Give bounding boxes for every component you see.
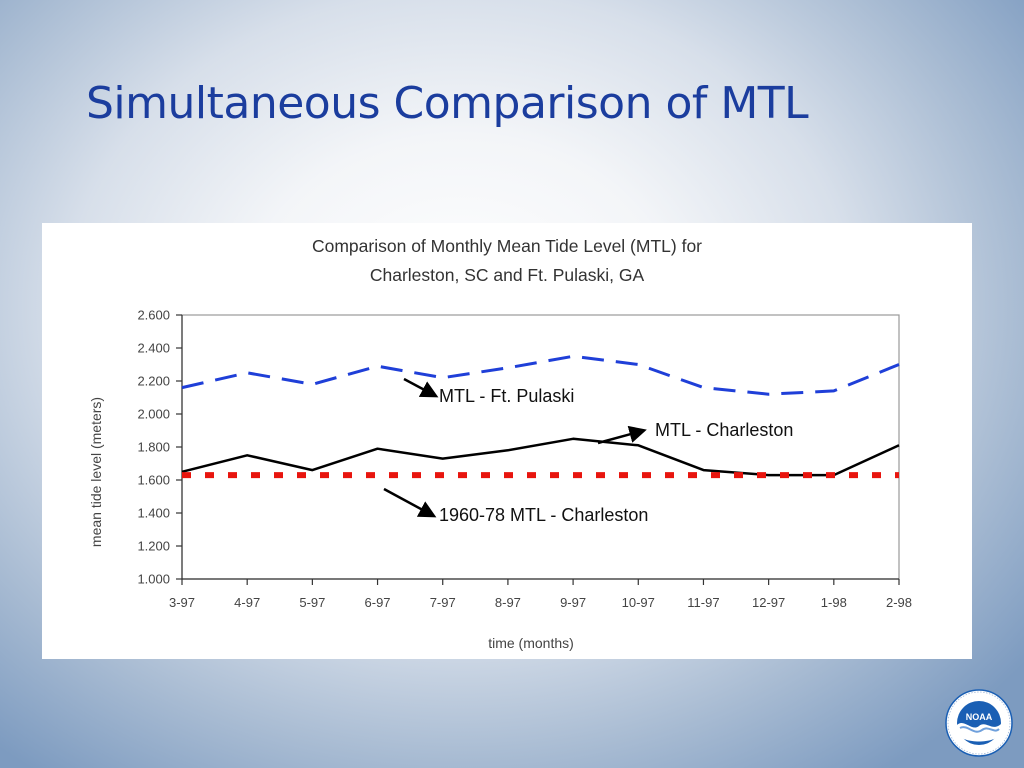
- x-axis-ticks: 3-97 4-97 5-97 6-97 7-97 8-97 9-97 10-97 11-97 12…: [169, 579, 912, 610]
- annotation-charleston-label: MTL - Charleston: [655, 420, 793, 440]
- x-tick-label: 4-97: [234, 595, 260, 610]
- series-layer: [181, 354, 900, 479]
- y-tick-label: 1.800: [137, 440, 170, 455]
- x-tick-label: 10-97: [622, 595, 655, 610]
- y-tick-label: 1.600: [137, 473, 170, 488]
- x-tick-label: 2-98: [886, 595, 912, 610]
- arrow-charleston: [597, 425, 647, 445]
- y-axis-ticks: 1.000 1.200 1.400 1.600 1.800 2.000 2.200 2.400…: [137, 308, 182, 587]
- mtl-line-chart: Comparison of Monthly Mean Tide Level (M…: [88, 236, 912, 651]
- x-tick-label: 9-97: [560, 595, 586, 610]
- y-tick-label: 2.200: [137, 374, 170, 389]
- y-tick-label: 1.400: [137, 506, 170, 521]
- noaa-seal-icon: NOAA: [945, 689, 1013, 757]
- annotation-charleston: MTL - Charleston: [597, 420, 793, 445]
- chart-panel: Comparison of Monthly Mean Tide Level (M…: [42, 223, 972, 659]
- x-tick-label: 8-97: [495, 595, 521, 610]
- annotation-historic: 1960-78 MTL - Charleston: [383, 487, 648, 525]
- y-axis-label: mean tide level (meters): [88, 397, 104, 547]
- series-line-1: [181, 437, 900, 477]
- y-tick-label: 1.200: [137, 539, 170, 554]
- chart-title-line-2: Charleston, SC and Ft. Pulaski, GA: [370, 265, 645, 285]
- plot-frame: [181, 314, 900, 580]
- noaa-logo-text: NOAA: [966, 712, 993, 722]
- x-tick-label: 12-97: [752, 595, 785, 610]
- x-tick-label: 3-97: [169, 595, 195, 610]
- y-tick-label: 2.000: [137, 407, 170, 422]
- annotation-pulaski: MTL - Ft. Pulaski: [403, 377, 574, 406]
- slide-title: Simultaneous Comparison of MTL: [86, 78, 809, 129]
- arrow-pulaski: [403, 377, 439, 398]
- x-tick-label: 7-97: [430, 595, 456, 610]
- x-tick-label: 1-98: [821, 595, 847, 610]
- x-tick-label: 5-97: [299, 595, 325, 610]
- x-tick-label: 6-97: [365, 595, 391, 610]
- noaa-logo: NOAA: [944, 688, 1014, 758]
- series-line-0: [181, 354, 900, 396]
- chart-title-line-1: Comparison of Monthly Mean Tide Level (M…: [312, 236, 702, 256]
- y-tick-label: 2.400: [137, 341, 170, 356]
- annotation-pulaski-label: MTL - Ft. Pulaski: [439, 386, 574, 406]
- y-tick-label: 1.000: [137, 572, 170, 587]
- arrow-historic: [383, 487, 437, 518]
- x-axis-label: time (months): [488, 635, 574, 651]
- y-tick-label: 2.600: [137, 308, 170, 323]
- x-tick-label: 11-97: [687, 595, 719, 610]
- annotation-historic-label: 1960-78 MTL - Charleston: [439, 505, 648, 525]
